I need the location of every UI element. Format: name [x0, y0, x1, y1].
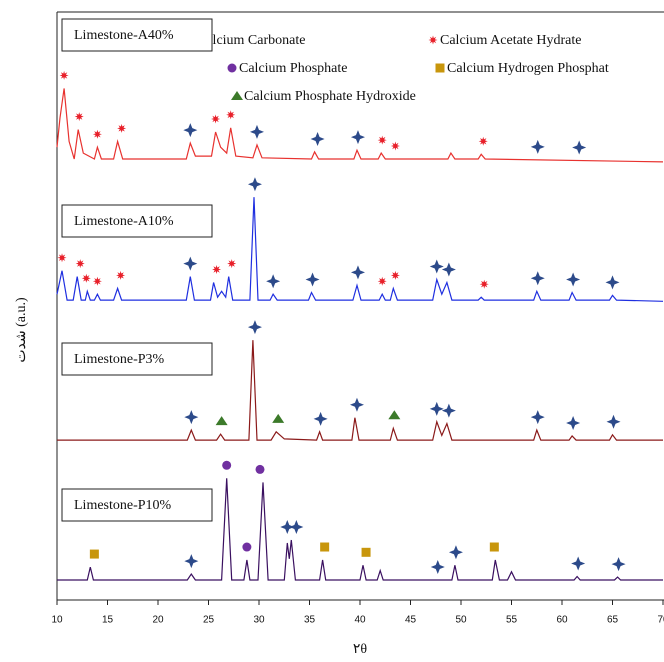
peak-marker [566, 272, 581, 287]
legend-symbol [231, 91, 243, 100]
peak-marker [89, 549, 99, 559]
peak-marker [489, 542, 499, 552]
series-line [57, 340, 663, 441]
peak-marker [377, 135, 387, 145]
peak-marker [212, 265, 222, 274]
peak-marker [390, 270, 400, 280]
x-tick-label: 70 [657, 615, 664, 626]
legend-label: Calcium Hydrogen Phosphat [447, 61, 609, 76]
peak-marker [183, 123, 198, 138]
sample-label: Limestone-P10% [74, 498, 172, 513]
peak-marker [320, 542, 330, 552]
peak-marker [81, 273, 91, 283]
peak-marker [566, 415, 581, 430]
x-tick-label: 25 [203, 615, 215, 626]
peak-marker [215, 416, 228, 426]
series-line [56, 88, 664, 163]
legend-symbol [435, 63, 445, 73]
peak-marker [606, 414, 621, 429]
sample-label-box [61, 18, 213, 52]
legend-label: Calcium Phosphate [239, 61, 348, 76]
peak-marker [611, 557, 626, 572]
peak-marker [247, 177, 262, 192]
x-tick-label: 15 [102, 615, 114, 626]
y-axis-label: شدت (a.u.) [14, 297, 29, 363]
peak-marker [222, 460, 232, 470]
peak-marker [430, 560, 445, 575]
peak-marker [605, 275, 620, 290]
peak-marker [530, 139, 545, 154]
peak-marker [184, 554, 199, 569]
peak-marker [429, 401, 444, 416]
peak-marker [310, 131, 325, 146]
peak-marker [242, 542, 252, 552]
peak-marker [530, 271, 545, 286]
peak-marker [377, 276, 387, 286]
peak-marker [74, 112, 84, 122]
series-line [56, 197, 664, 302]
sample-label-box [61, 342, 213, 376]
legend-label: Calcium Carbonate [197, 33, 305, 48]
peak-marker [572, 140, 587, 155]
peak-marker [183, 256, 198, 271]
x-tick-label: 50 [455, 615, 467, 626]
peak-marker [249, 124, 264, 139]
peak-marker [388, 410, 401, 420]
x-tick-label: 45 [405, 615, 417, 626]
peak-marker [92, 129, 102, 139]
peak-marker [448, 545, 463, 560]
peak-marker [289, 520, 304, 535]
legend-label: Calcium Acetate Hydrate [440, 33, 582, 48]
peak-marker [280, 520, 295, 535]
x-tick-label: 65 [607, 615, 619, 626]
peak-marker [272, 413, 285, 423]
sample-label: Limestone-A40% [74, 28, 174, 43]
peak-marker [350, 265, 365, 280]
peak-marker [211, 114, 221, 124]
peak-marker [92, 276, 102, 286]
peak-marker [429, 259, 444, 274]
peak-marker [117, 123, 127, 133]
peak-marker [227, 259, 237, 269]
sample-label-box [61, 204, 213, 238]
peak-marker [361, 547, 371, 557]
peak-marker [349, 397, 364, 412]
peak-marker [247, 320, 262, 335]
x-tick-label: 55 [506, 615, 518, 626]
peak-marker [305, 272, 320, 287]
peak-marker [116, 270, 126, 280]
peak-marker [530, 410, 545, 425]
peak-marker [59, 70, 69, 80]
peak-marker [390, 141, 400, 151]
peak-marker [184, 410, 199, 425]
legend-label: Calcium Phosphate Hydroxide [244, 89, 416, 104]
peak-marker [478, 136, 488, 146]
sample-label: Limestone-P3% [74, 352, 165, 367]
peak-marker [57, 253, 67, 263]
sample-label: Limestone-A10% [74, 214, 174, 229]
peak-marker [441, 262, 456, 277]
peak-marker [479, 279, 489, 289]
x-tick-label: 60 [556, 615, 568, 626]
series-line [57, 478, 663, 581]
x-tick-label: 30 [253, 615, 265, 626]
peak-marker [226, 110, 236, 120]
legend-symbol [227, 63, 237, 73]
peak-marker [313, 411, 328, 426]
sample-label-box [61, 488, 213, 522]
peak-marker [350, 130, 365, 145]
peak-marker [441, 403, 456, 418]
peak-marker [75, 259, 85, 269]
x-tick-label: 35 [304, 615, 316, 626]
x-tick-label: 20 [152, 615, 164, 626]
x-tick-label: 10 [51, 615, 63, 626]
legend-symbol [428, 35, 438, 45]
peak-marker [266, 274, 281, 289]
peak-marker [571, 556, 586, 571]
peak-marker [255, 464, 265, 474]
x-tick-label: 40 [354, 615, 366, 626]
x-axis-label: ۲θ [353, 642, 368, 657]
